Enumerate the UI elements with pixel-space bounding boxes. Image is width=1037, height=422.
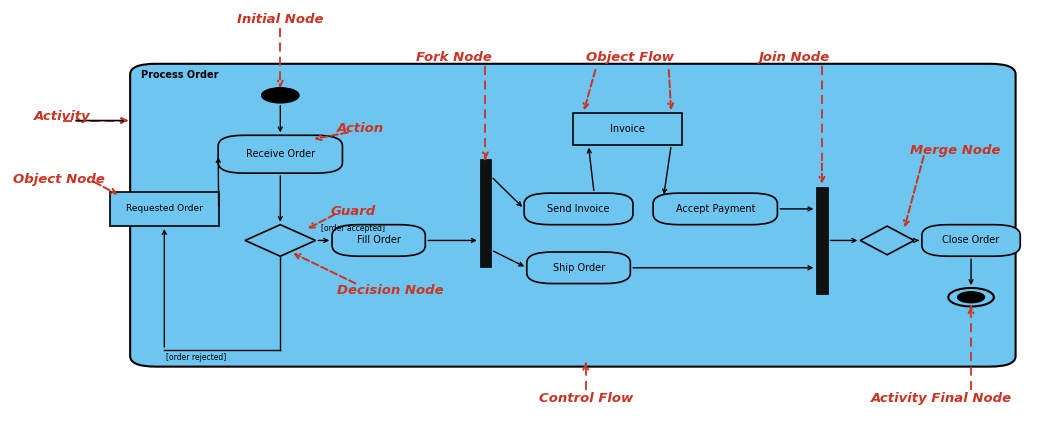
Polygon shape — [861, 226, 914, 255]
Bar — [480, 160, 492, 267]
Text: Process Order: Process Order — [140, 70, 218, 80]
Text: Decision Node: Decision Node — [337, 284, 444, 298]
Text: Initial Node: Initial Node — [237, 13, 324, 26]
Circle shape — [948, 288, 993, 306]
FancyBboxPatch shape — [527, 252, 630, 284]
FancyBboxPatch shape — [218, 135, 342, 173]
Text: Control Flow: Control Flow — [538, 392, 633, 405]
Text: [order accepted]: [order accepted] — [320, 224, 385, 233]
Text: Guard: Guard — [330, 205, 375, 217]
Polygon shape — [245, 225, 315, 256]
Text: Fill Order: Fill Order — [357, 235, 400, 246]
Bar — [110, 192, 219, 226]
Text: Send Invoice: Send Invoice — [548, 204, 610, 214]
Circle shape — [261, 88, 299, 103]
Circle shape — [957, 292, 984, 303]
Text: Join Node: Join Node — [758, 51, 830, 64]
Text: Requested Order: Requested Order — [125, 204, 203, 214]
FancyBboxPatch shape — [524, 193, 633, 225]
FancyBboxPatch shape — [922, 225, 1020, 256]
Text: Action: Action — [337, 122, 385, 135]
Text: Object Flow: Object Flow — [586, 51, 674, 64]
Text: Merge Node: Merge Node — [909, 143, 1001, 157]
FancyBboxPatch shape — [332, 225, 425, 256]
Text: Activity Final Node: Activity Final Node — [870, 392, 1011, 405]
FancyBboxPatch shape — [653, 193, 778, 225]
Text: Fork Node: Fork Node — [416, 51, 493, 64]
Text: Accept Payment: Accept Payment — [675, 204, 755, 214]
Text: Receive Order: Receive Order — [246, 149, 315, 159]
Bar — [816, 187, 828, 294]
FancyBboxPatch shape — [131, 64, 1015, 367]
Text: Ship Order: Ship Order — [553, 263, 605, 273]
Text: Activity: Activity — [34, 110, 90, 123]
Text: Invoice: Invoice — [610, 124, 645, 134]
Bar — [572, 113, 681, 145]
Text: Close Order: Close Order — [943, 235, 1000, 246]
Text: [order rejected]: [order rejected] — [166, 353, 227, 362]
Text: Object Node: Object Node — [13, 173, 105, 186]
